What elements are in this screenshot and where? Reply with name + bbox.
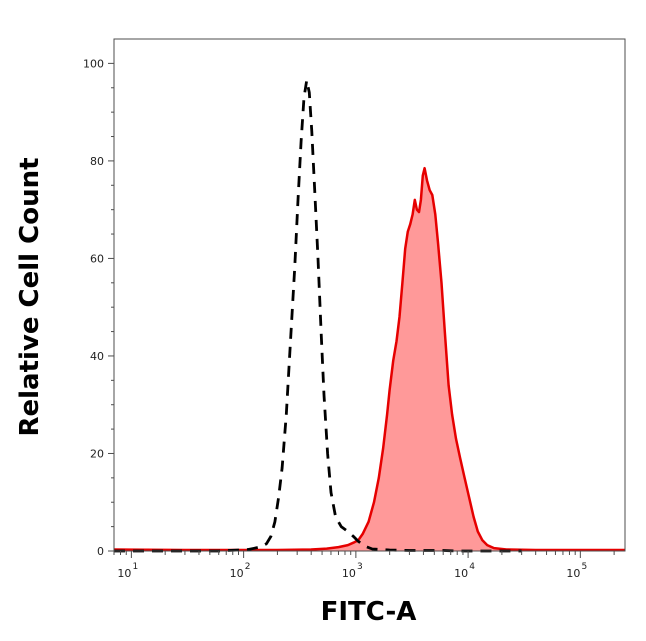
x-tick-label: 10 bbox=[454, 567, 468, 580]
y-tick-label: 60 bbox=[90, 252, 104, 265]
series-solid-line bbox=[113, 166, 625, 552]
y-tick-label: 80 bbox=[90, 155, 104, 168]
y-tick-label: 20 bbox=[90, 447, 104, 460]
x-tick-exponent: 5 bbox=[581, 562, 587, 572]
x-tick-exponent: 2 bbox=[245, 562, 251, 572]
x-tick-label: 10 bbox=[566, 567, 580, 580]
x-tick-label: 10 bbox=[117, 567, 131, 580]
y-tick-label: 40 bbox=[90, 350, 104, 363]
y-tick-label: 0 bbox=[97, 545, 104, 558]
x-axis-title: FITC-A bbox=[321, 597, 417, 627]
plot-frame bbox=[113, 38, 626, 552]
series-dashed-line bbox=[114, 79, 522, 553]
x-tick-exponent: 1 bbox=[133, 562, 139, 572]
x-tick-exponent: 3 bbox=[357, 562, 363, 572]
y-axis-title: Relative Cell Count bbox=[15, 157, 45, 436]
x-tick-label: 10 bbox=[230, 567, 244, 580]
x-tick-label: 10 bbox=[342, 567, 356, 580]
x-axis: 10 1 10 2 10 3 10 4 10 5 bbox=[113, 551, 615, 580]
y-tick-label: 100 bbox=[83, 57, 104, 70]
y-axis: 0 20 40 60 80 100 bbox=[83, 57, 114, 558]
x-tick-exponent: 4 bbox=[469, 562, 475, 572]
series-layer bbox=[113, 79, 625, 553]
